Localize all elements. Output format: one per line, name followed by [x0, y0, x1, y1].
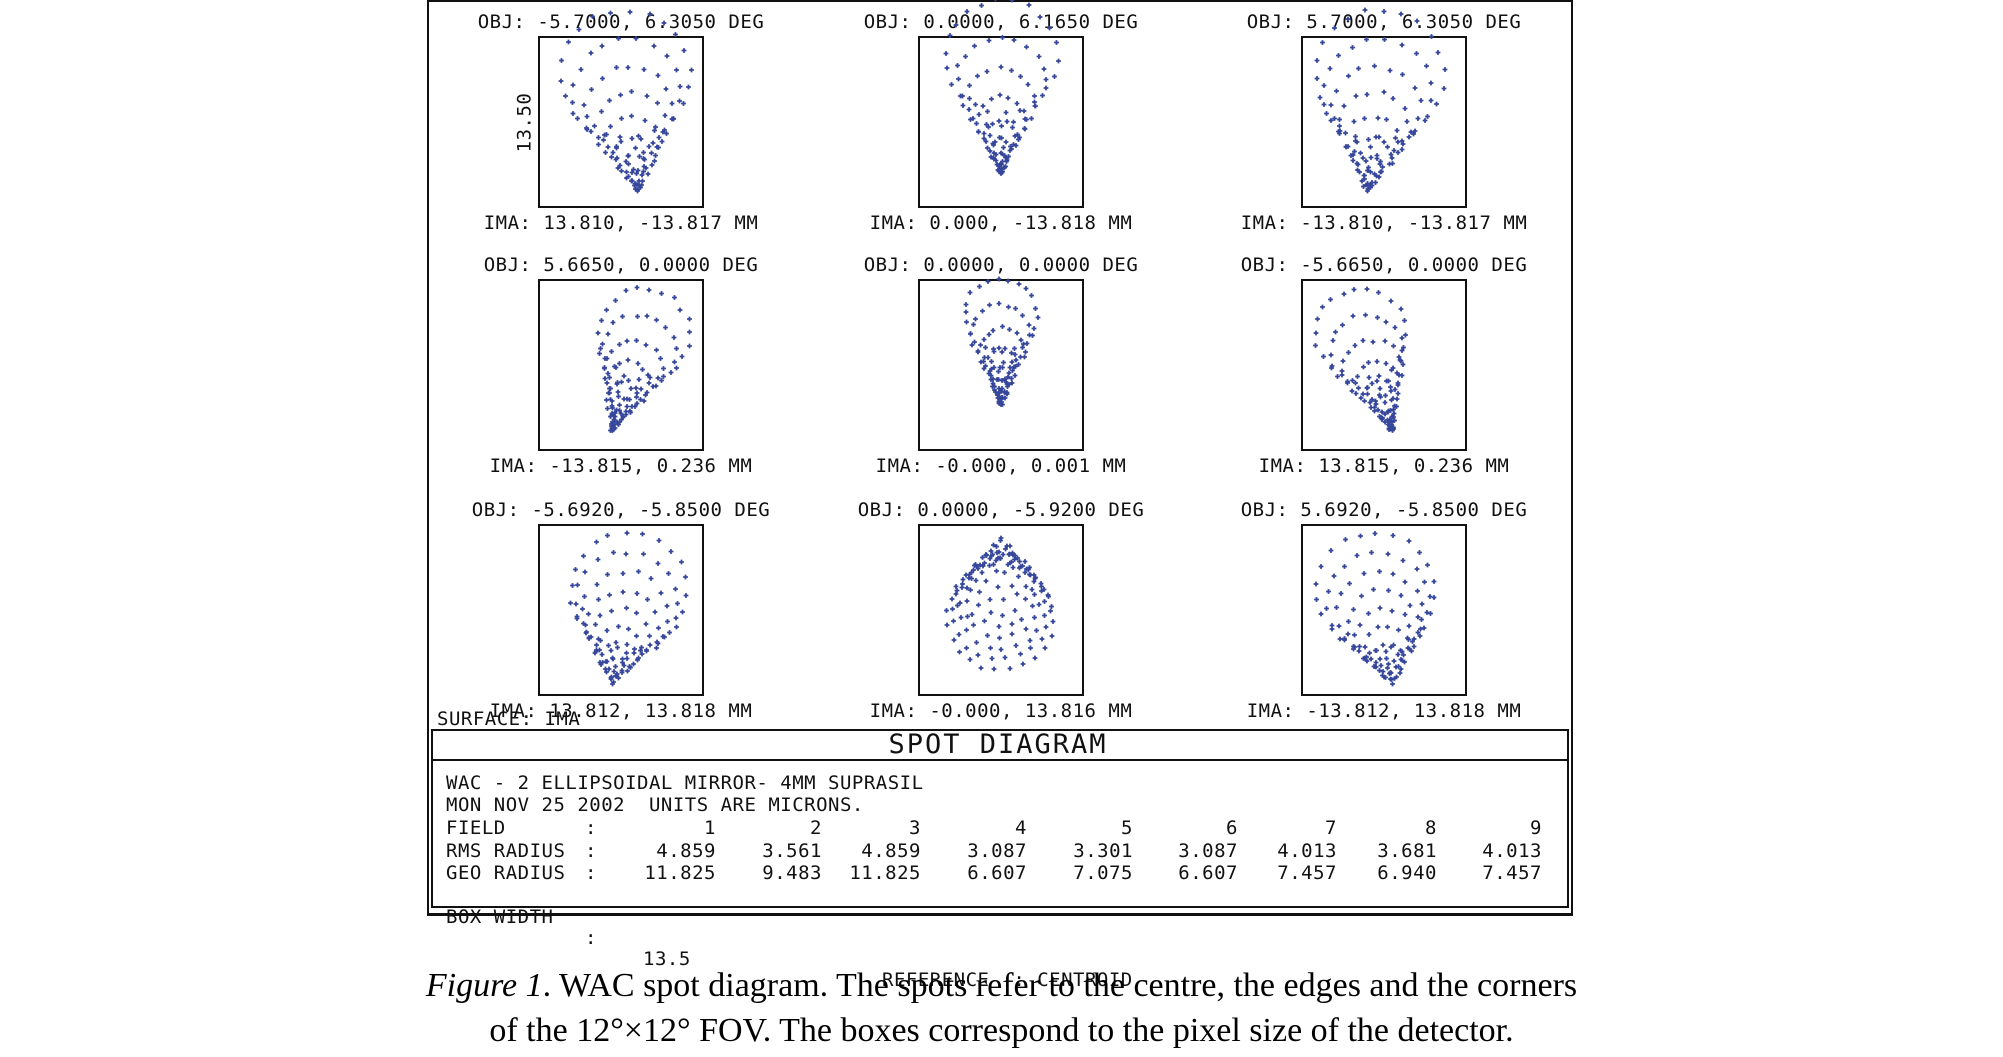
obj-label-field-2: OBJ: 0.0000, 6.1650 DEG [863, 11, 1139, 33]
figure-caption: Figure 1. WAC spot diagram. The spots re… [10, 963, 1993, 1053]
cell-geo-radius-2: 9.483 [762, 862, 822, 884]
pixel-box-field-3 [1301, 36, 1467, 208]
obj-label-field-1: OBJ: -5.7000, 6.3050 DEG [477, 11, 765, 33]
cell-rms-radius-7: 4.013 [1277, 840, 1337, 862]
caption-line-1: Figure 1. WAC spot diagram. The spots re… [10, 963, 1993, 1008]
ima-label-field-9: IMA: -13.812, 13.818 MM [1246, 700, 1522, 722]
cell-rms-radius-9: 4.013 [1482, 840, 1542, 862]
box-width-value: 13.5 [643, 948, 691, 970]
pixel-box-field-1 [538, 36, 704, 208]
row-label: GEO RADIUS [446, 862, 566, 884]
cell-field-1: 1 [704, 817, 716, 839]
cell-geo-radius-1: 11.825 [644, 862, 716, 884]
ima-label-field-4: IMA: -13.815, 0.236 MM [489, 455, 753, 477]
pixel-box-field-7 [538, 524, 704, 696]
obj-label-field-9: OBJ: 5.6920, -5.8500 DEG [1240, 499, 1528, 521]
pixel-box-field-4 [538, 279, 704, 451]
cell-geo-radius-7: 7.457 [1277, 862, 1337, 884]
cell-rms-radius-4: 3.087 [967, 840, 1027, 862]
ima-label-field-3: IMA: -13.810, -13.817 MM [1240, 212, 1528, 234]
ima-label-field-8: IMA: -0.000, 13.816 MM [869, 700, 1133, 722]
table-row-rms-radius: RMS RADIUS: 4.859 3.561 4.859 3.087 3.301 3.08… [0, 841, 2003, 862]
row-colon: : [585, 817, 597, 839]
pixel-box-field-8 [918, 524, 1084, 696]
box-width-row: BOX WIDTH : 13.5 REFERENCE : CENTROID [0, 886, 2003, 991]
cell-geo-radius-4: 6.607 [967, 862, 1027, 884]
caption-line-1-text: . WAC spot diagram. The spots refer to t… [542, 967, 1578, 1004]
cell-geo-radius-8: 6.940 [1377, 862, 1437, 884]
table-row-field: FIELD: 1 2 3 4 5 6 7 8 9 [0, 818, 2003, 839]
obj-label-field-4: OBJ: 5.6650, 0.0000 DEG [483, 254, 759, 276]
obj-label-field-5: OBJ: 0.0000, 0.0000 DEG [863, 254, 1139, 276]
cell-field-5: 5 [1121, 817, 1133, 839]
cell-rms-radius-1: 4.859 [656, 840, 716, 862]
cell-field-8: 8 [1425, 817, 1437, 839]
table-row-geo-radius: GEO RADIUS: 11.825 9.483 11.825 6.607 7.075 6.… [0, 863, 2003, 884]
caption-figure-label: Figure 1 [425, 967, 543, 1004]
cell-geo-radius-3: 11.825 [849, 862, 921, 884]
cell-field-7: 7 [1325, 817, 1337, 839]
pixel-box-field-2 [918, 36, 1084, 208]
cell-field-4: 4 [1015, 817, 1027, 839]
summary-block-border [431, 759, 1569, 908]
reference-label: REFERENCE : CENTROID [882, 969, 1133, 991]
cell-rms-radius-5: 3.301 [1073, 840, 1133, 862]
cell-field-6: 6 [1226, 817, 1238, 839]
cell-geo-radius-9: 7.457 [1482, 862, 1542, 884]
ima-label-field-5: IMA: -0.000, 0.001 MM [875, 455, 1127, 477]
row-label: FIELD [446, 817, 506, 839]
cell-rms-radius-3: 4.859 [861, 840, 921, 862]
cell-rms-radius-2: 3.561 [762, 840, 822, 862]
pixel-box-field-9 [1301, 524, 1467, 696]
cell-field-3: 3 [909, 817, 921, 839]
spot-diagram-title: SPOT DIAGRAM [888, 729, 1108, 760]
box-width-colon: : [585, 927, 597, 949]
box-scale-label: 13.50 [513, 92, 536, 153]
obj-label-field-6: OBJ: -5.6650, 0.0000 DEG [1240, 254, 1528, 276]
obj-label-field-8: OBJ: 0.0000, -5.9200 DEG [857, 499, 1145, 521]
caption-line-2: of the 12°×12° FOV. The boxes correspond… [489, 1012, 1514, 1049]
box-width-label: BOX WIDTH [446, 906, 554, 928]
date-units-line: MON NOV 25 2002 UNITS ARE MICRONS. [446, 794, 864, 816]
cell-rms-radius-6: 3.087 [1178, 840, 1238, 862]
cell-field-2: 2 [810, 817, 822, 839]
pixel-box-field-5 [918, 279, 1084, 451]
row-colon: : [585, 862, 597, 884]
ima-label-field-2: IMA: 0.000, -13.818 MM [869, 212, 1133, 234]
lens-description-line: WAC - 2 ELLIPSOIDAL MIRROR- 4MM SUPRASIL [446, 772, 924, 794]
ima-label-field-1: IMA: 13.810, -13.817 MM [483, 212, 759, 234]
surface-label: SURFACE: IMA [437, 708, 581, 730]
cell-geo-radius-5: 7.075 [1073, 862, 1133, 884]
obj-label-field-7: OBJ: -5.6920, -5.8500 DEG [471, 499, 771, 521]
row-colon: : [585, 840, 597, 862]
obj-label-field-3: OBJ: 5.7000, 6.3050 DEG [1246, 11, 1522, 33]
ima-label-field-7: IMA: 13.812, 13.818 MM [489, 700, 753, 722]
cell-geo-radius-6: 6.607 [1178, 862, 1238, 884]
pixel-box-field-6 [1301, 279, 1467, 451]
cell-field-9: 9 [1530, 817, 1542, 839]
ima-label-field-6: IMA: 13.815, 0.236 MM [1258, 455, 1510, 477]
row-label: RMS RADIUS [446, 840, 566, 862]
cell-rms-radius-8: 3.681 [1377, 840, 1437, 862]
